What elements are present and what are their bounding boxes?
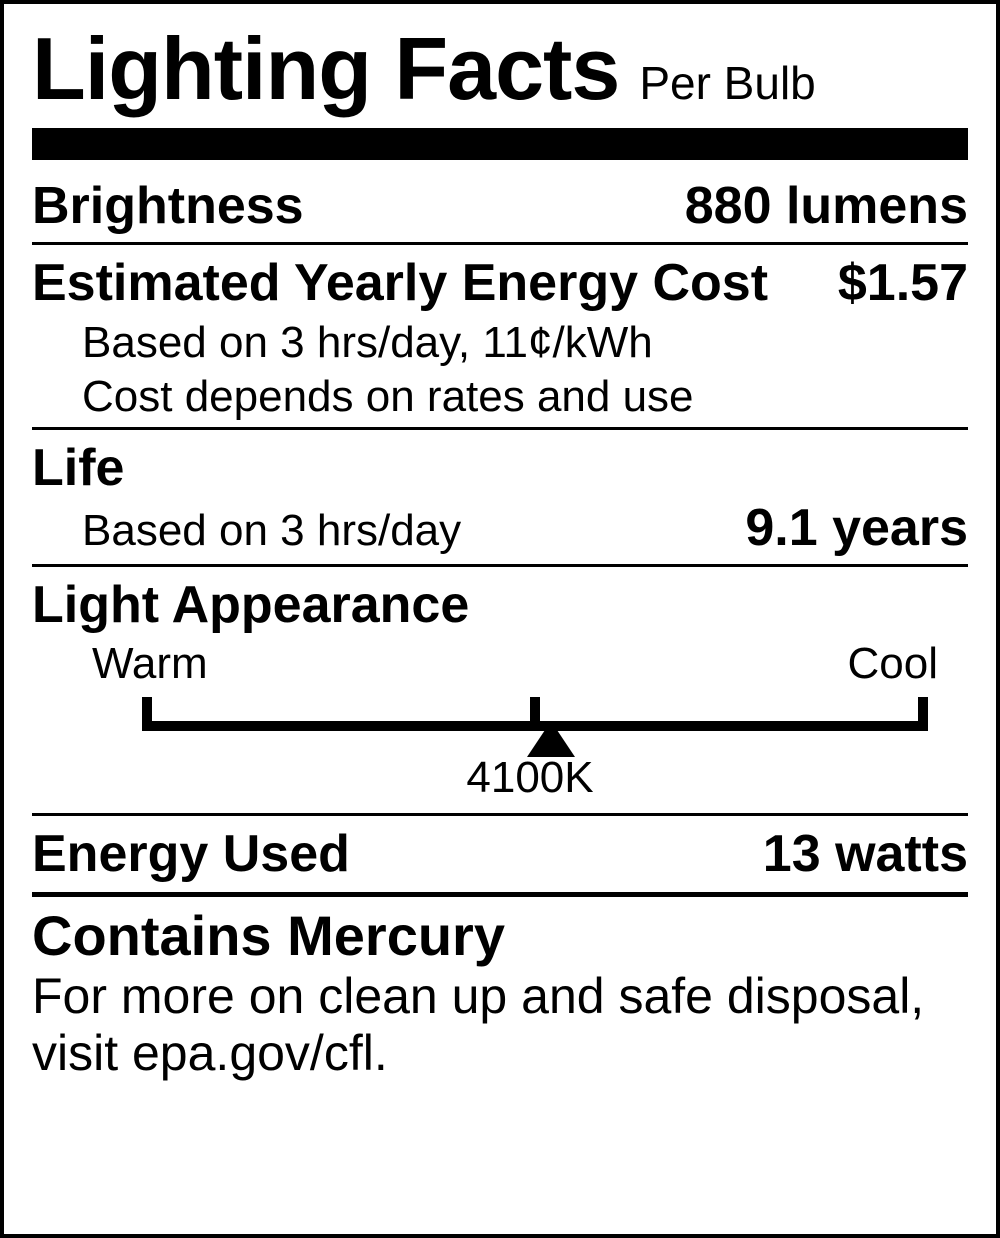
warm-label: Warm [92,639,208,689]
divider [32,427,968,430]
appearance-label: Light Appearance [32,575,968,635]
appearance-scale-labels: Warm Cool [32,635,968,689]
life-section: Life Based on 3 hrs/day 9.1 years [32,432,968,562]
life-label: Life [32,432,968,498]
energy-cost-row: Estimated Yearly Energy Cost $1.57 [32,247,968,317]
life-sub: Based on 3 hrs/day [32,506,461,556]
appearance-scale [142,697,928,747]
divider-thick [32,892,968,897]
divider [32,813,968,816]
energy-cost-label: Estimated Yearly Energy Cost [32,253,768,313]
lighting-facts-label: Lighting Facts Per Bulb Brightness 880 l… [0,0,1000,1238]
thick-divider-bar [32,128,968,160]
brightness-row: Brightness 880 lumens [32,170,968,240]
label-subtitle: Per Bulb [639,56,815,110]
energy-used-value: 13 watts [763,824,968,884]
energy-cost-value: $1.57 [838,253,968,313]
scale-marker-icon [527,721,575,757]
mercury-text: For more on clean up and safe disposal, … [32,968,968,1083]
header: Lighting Facts Per Bulb [32,18,968,128]
divider [32,242,968,245]
cool-label: Cool [848,639,939,689]
energy-used-label: Energy Used [32,824,350,884]
energy-used-row: Energy Used 13 watts [32,818,968,888]
mercury-heading: Contains Mercury [32,899,968,968]
color-temp-value: 4100K [32,753,968,803]
energy-cost-sub2: Cost depends on rates and use [32,371,968,425]
life-value: 9.1 years [745,498,968,558]
brightness-label: Brightness [32,176,304,236]
label-title: Lighting Facts [32,18,619,120]
energy-cost-sub1: Based on 3 hrs/day, 11¢/kWh [32,317,968,371]
brightness-value: 880 lumens [685,176,968,236]
divider [32,564,968,567]
light-appearance-section: Light Appearance Warm Cool 4100K [32,569,968,811]
